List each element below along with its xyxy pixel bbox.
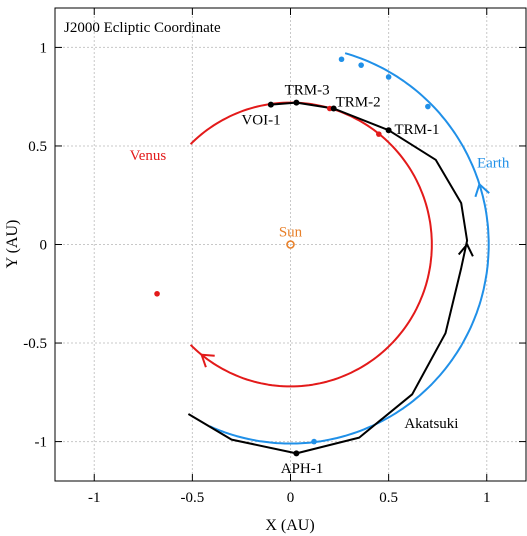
x-tick-label: 1 (483, 490, 491, 506)
y-tick-label: 0.5 (28, 139, 47, 155)
earth-marker (385, 74, 392, 80)
venus-marker (154, 290, 160, 297)
trm-1-label: TRM-1 (395, 122, 440, 138)
earth-marker (338, 56, 345, 63)
akatsuki-direction-arrow (457, 242, 474, 257)
label-layer: Venus Earth Akatsuki Sun TRM-3 TRM-2 TRM-1 VOI-… (130, 83, 510, 477)
voi-1-label: VOI-1 (241, 112, 280, 128)
earth-marker (358, 62, 364, 68)
x-tick-label: -0.5 (181, 490, 205, 506)
venus-label: Venus (130, 148, 167, 164)
trm-2-point (330, 105, 337, 112)
x-axis-label: X (AU) (265, 517, 314, 534)
trm-1-point (385, 127, 392, 134)
y-tick-label: -1 (35, 435, 48, 451)
voi-1-point (267, 101, 274, 108)
y-tick-label: -0.5 (23, 336, 47, 352)
y-tick-label: 1 (40, 40, 48, 56)
earth-marker (311, 438, 317, 445)
y-tick-label: 0 (40, 238, 48, 254)
aph-1-point (293, 450, 300, 457)
x-tick-label: -1 (88, 490, 101, 506)
earth-direction-arrow (474, 182, 490, 198)
earth-label: Earth (477, 156, 510, 172)
trm-2-label: TRM-2 (336, 95, 381, 111)
marker-layer (154, 56, 431, 457)
venus-marker (376, 131, 382, 137)
x-tick-label: 0.5 (379, 490, 398, 506)
sun-label: Sun (279, 225, 303, 241)
tick-layer: -1 -0.5 0 0.5 1 -1 -0.5 0 0.5 1 (23, 8, 526, 506)
akatsuki-orbit-line (187, 101, 469, 455)
akatsuki-label: Akatsuki (404, 416, 458, 432)
trm-3-point (293, 99, 300, 106)
chart-title: J2000 Ecliptic Coordinate (64, 20, 221, 36)
gridlines (55, 8, 526, 481)
aph-1-label: APH-1 (281, 461, 324, 477)
sun-marker (286, 240, 295, 249)
venus-direction-arrow (200, 353, 215, 368)
y-axis-label: Y (AU) (4, 220, 21, 269)
trm-3-label: TRM-3 (285, 83, 330, 99)
earth-marker (425, 103, 431, 110)
x-tick-label: 0 (287, 490, 295, 506)
